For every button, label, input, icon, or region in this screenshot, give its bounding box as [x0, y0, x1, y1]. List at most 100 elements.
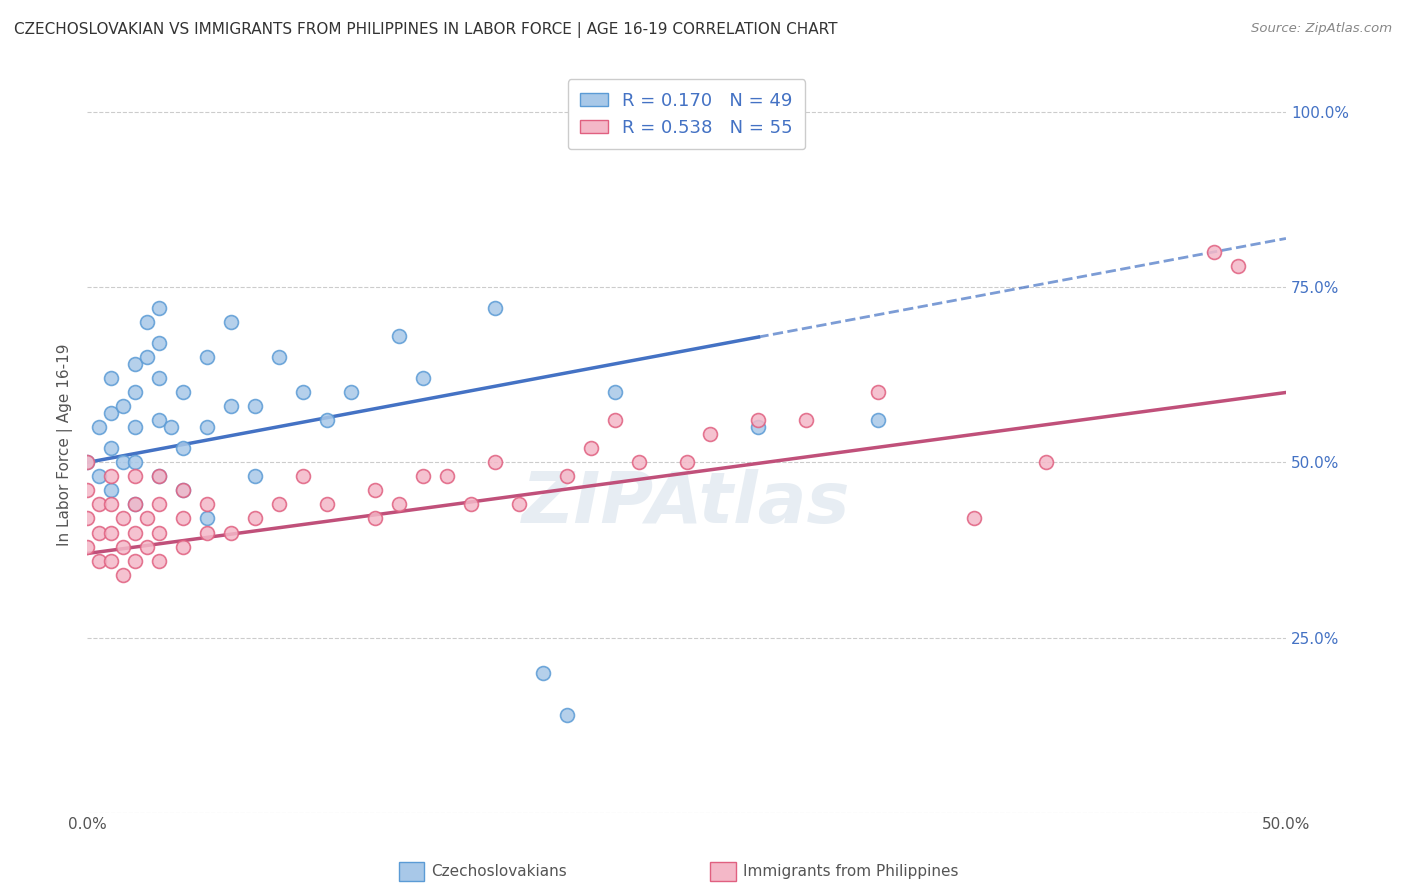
Point — [315, 413, 337, 427]
Point — [675, 105, 697, 120]
Point — [100, 525, 122, 540]
Point — [868, 385, 890, 400]
Point — [195, 420, 218, 434]
Point — [267, 351, 290, 365]
Point — [412, 371, 434, 385]
Point — [579, 442, 602, 456]
Point — [267, 498, 290, 512]
Point — [136, 316, 159, 330]
Point — [388, 498, 411, 512]
Point — [747, 413, 769, 427]
Text: Immigrants from Philippines: Immigrants from Philippines — [742, 864, 959, 879]
Point — [172, 483, 194, 498]
Point — [76, 455, 98, 469]
Point — [460, 498, 482, 512]
Point — [172, 385, 194, 400]
Point — [651, 105, 673, 120]
Point — [436, 469, 458, 483]
Point — [627, 455, 650, 469]
Point — [100, 483, 122, 498]
Point — [100, 553, 122, 567]
Point — [148, 498, 170, 512]
Point — [412, 469, 434, 483]
Point — [148, 413, 170, 427]
Point — [148, 336, 170, 351]
Y-axis label: In Labor Force | Age 16-19: In Labor Force | Age 16-19 — [58, 343, 73, 546]
Point — [603, 413, 626, 427]
Point — [243, 400, 266, 414]
Point — [148, 301, 170, 316]
Point — [484, 455, 506, 469]
Text: Czechoslovakians: Czechoslovakians — [432, 864, 567, 879]
Point — [508, 498, 530, 512]
Point — [195, 498, 218, 512]
Point — [112, 511, 135, 525]
Point — [112, 455, 135, 469]
Point — [124, 498, 146, 512]
Point — [219, 400, 242, 414]
Point — [76, 483, 98, 498]
Point — [747, 420, 769, 434]
Point — [136, 511, 159, 525]
Point — [124, 469, 146, 483]
Point — [555, 707, 578, 722]
Point — [340, 385, 363, 400]
Point — [963, 511, 986, 525]
Point — [219, 316, 242, 330]
Point — [388, 329, 411, 343]
Point — [555, 469, 578, 483]
Point — [172, 442, 194, 456]
Text: ZIPAtlas: ZIPAtlas — [522, 469, 851, 538]
Point — [172, 511, 194, 525]
Point — [112, 540, 135, 554]
Point — [484, 301, 506, 316]
Point — [112, 567, 135, 582]
Point — [1202, 245, 1225, 260]
Point — [531, 665, 554, 680]
Point — [364, 511, 387, 525]
Point — [87, 420, 110, 434]
Point — [364, 483, 387, 498]
Point — [87, 469, 110, 483]
Point — [148, 469, 170, 483]
Text: CZECHOSLOVAKIAN VS IMMIGRANTS FROM PHILIPPINES IN LABOR FORCE | AGE 16-19 CORREL: CZECHOSLOVAKIAN VS IMMIGRANTS FROM PHILI… — [14, 22, 838, 38]
Point — [603, 385, 626, 400]
Point — [148, 371, 170, 385]
Point — [100, 407, 122, 421]
Point — [699, 427, 721, 442]
Point — [124, 553, 146, 567]
Point — [1035, 455, 1057, 469]
Point — [148, 525, 170, 540]
Point — [136, 351, 159, 365]
Point — [148, 469, 170, 483]
Point — [160, 420, 183, 434]
Point — [291, 385, 314, 400]
Point — [195, 525, 218, 540]
Point — [87, 525, 110, 540]
Point — [87, 553, 110, 567]
Point — [699, 105, 721, 120]
Point — [136, 540, 159, 554]
Point — [124, 525, 146, 540]
Point — [1227, 260, 1250, 274]
Point — [124, 358, 146, 372]
Point — [172, 540, 194, 554]
Point — [219, 525, 242, 540]
Point — [796, 413, 818, 427]
Point — [76, 511, 98, 525]
Point — [87, 498, 110, 512]
Point — [112, 400, 135, 414]
Point — [172, 483, 194, 498]
Point — [195, 511, 218, 525]
Point — [868, 413, 890, 427]
Point — [100, 371, 122, 385]
Point — [124, 385, 146, 400]
Point — [651, 105, 673, 120]
Point — [124, 498, 146, 512]
Point — [76, 455, 98, 469]
Point — [747, 105, 769, 120]
Point — [243, 469, 266, 483]
Point — [100, 469, 122, 483]
Point — [100, 442, 122, 456]
Point — [243, 511, 266, 525]
